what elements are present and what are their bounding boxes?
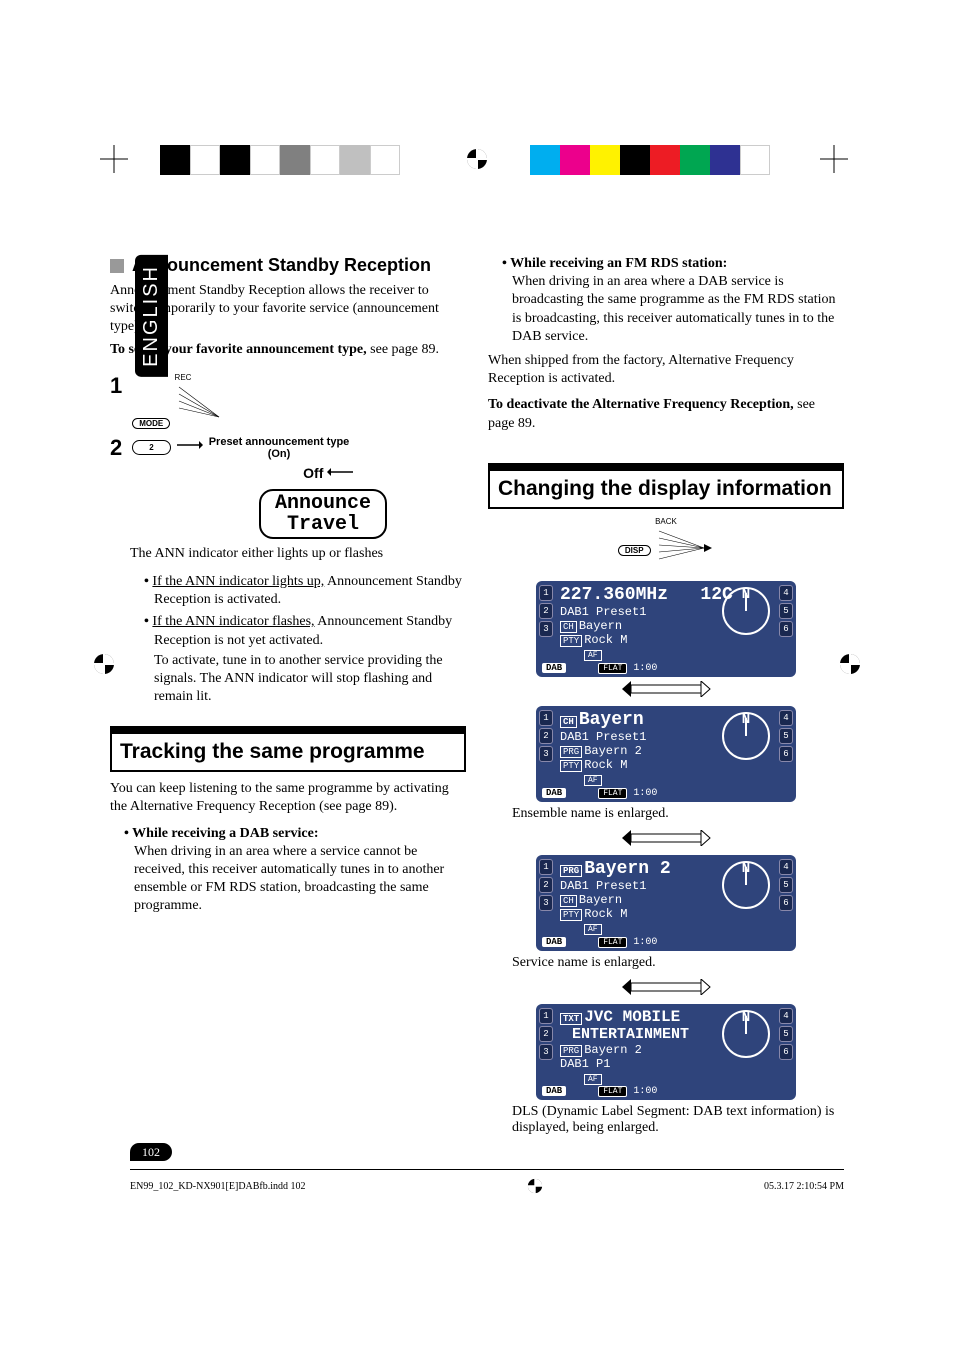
list-item: While receiving an FM RDS station: When … [502,255,844,346]
arrow-left-icon [327,467,353,482]
footer: EN99_102_KD-NX901[E]DABfb.indd 102 05.3.… [130,1169,844,1196]
body-text: When shipped from the factory, Alternati… [488,352,844,388]
cycle-arrow-icon [488,681,844,702]
registration-bar-right [530,145,770,180]
dab-display-screen: 123456TXTJVC MOBILEENTERTAINMENTPRGBayer… [536,1004,796,1100]
caption: DLS (Dynamic Label Segment: DAB text inf… [512,1104,844,1136]
footer-timestamp: 05.3.17 2:10:54 PM [764,1181,844,1192]
page-number: 102 [130,1145,172,1161]
preset-label: Preset announcement type [209,436,350,448]
press-indicator-icon [654,526,714,575]
dab-display-screen: 123456PRGBayern 2DAB1 Preset1CHBayernPTY… [536,855,796,951]
list-item: If the ANN indicator lights up, Announce… [144,573,466,609]
language-tab: ENGLISH [135,255,168,377]
cycle-arrow-icon [488,830,844,851]
registration-mark-icon [836,650,864,683]
section-bullet-icon [110,259,124,273]
step-number: 1 [110,373,122,399]
arrow-right-icon [177,438,203,457]
list-item: While receiving a DAB service: When driv… [124,825,466,916]
body-text: To deactivate the Alternative Frequency … [488,396,844,432]
section-heading: Announcement Standby Reception [132,255,431,276]
step-number: 2 [110,435,122,461]
caption: Service name is enlarged. [512,955,844,971]
crop-mark-icon [100,145,128,173]
press-indicator-icon [174,415,234,430]
body-text: The ANN indicator either lights up or fl… [130,545,466,563]
caption: Ensemble name is enlarged. [512,806,844,822]
off-label: Off [303,465,323,481]
crop-mark-icon [820,145,848,173]
footer-filename: EN99_102_KD-NX901[E]DABfb.indd 102 [130,1181,306,1192]
dab-display-screen: 123456CHBayernDAB1 Preset1PRGBayern 2PTY… [536,706,796,802]
list-item: If the ANN indicator flashes, Announceme… [144,613,466,706]
dab-display-screen: 123456227.360MHz 12CDAB1 Preset1CHBayern… [536,581,796,677]
registration-bar-left [160,145,400,180]
section-box-title: Changing the display information [488,463,844,509]
button-top-label: BACK [488,517,844,526]
registration-mark-icon [90,650,118,683]
preset-on-label: (On) [209,448,350,460]
registration-mark-icon [463,145,491,173]
section-box-title: Tracking the same programme [110,726,466,772]
display-readout: Announce Travel [259,489,387,539]
preset-2-button[interactable]: 2 [132,440,170,455]
body-text: You can keep listening to the same progr… [110,780,466,816]
cycle-arrow-icon [488,979,844,1000]
registration-mark-icon [525,1176,545,1196]
disp-button[interactable]: DISP [618,545,651,556]
mode-button[interactable]: MODE [132,418,170,429]
